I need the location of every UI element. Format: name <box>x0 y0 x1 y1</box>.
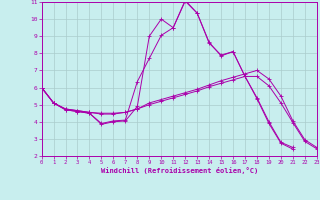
X-axis label: Windchill (Refroidissement éolien,°C): Windchill (Refroidissement éolien,°C) <box>100 167 258 174</box>
